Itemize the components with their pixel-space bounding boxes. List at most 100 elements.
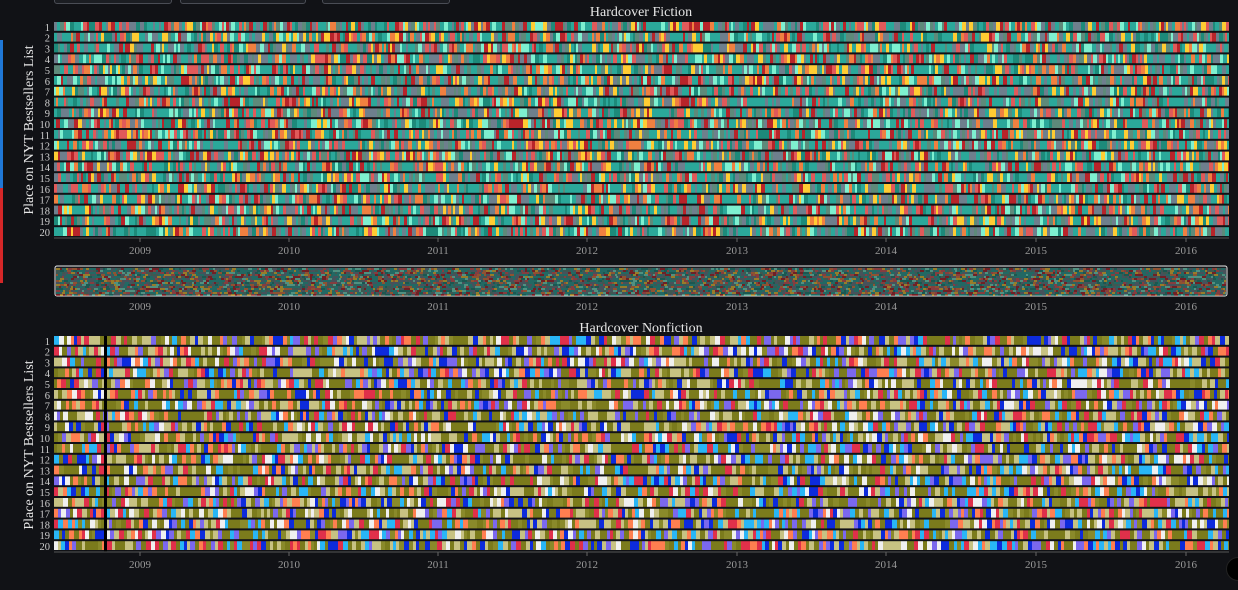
heatmap-cell <box>868 54 871 64</box>
heatmap-cell <box>1163 76 1167 85</box>
heatmap-cell <box>1167 140 1171 150</box>
heatmap-cell <box>68 65 70 74</box>
heatmap-cell <box>1227 86 1229 96</box>
heatmap-cell <box>756 130 758 139</box>
heatmap-cell <box>980 119 983 128</box>
heatmap-cell <box>1194 108 1196 118</box>
heatmap-cell <box>567 108 569 118</box>
heatmap-cell <box>548 65 552 74</box>
heatmap-cell <box>726 108 730 118</box>
control-button-3[interactable] <box>322 0 450 4</box>
heatmap-cell <box>830 76 832 85</box>
heatmap-cell <box>944 140 948 150</box>
heatmap-cell <box>990 76 992 85</box>
heatmap-cell <box>704 119 708 128</box>
heatmap-cell <box>206 130 208 139</box>
heatmap-cell <box>199 119 201 128</box>
heatmap-cell <box>977 65 981 74</box>
heatmap-cell <box>1157 65 1160 74</box>
heatmap-cell <box>411 76 415 85</box>
heatmap-cell <box>1041 97 1045 107</box>
heatmap-cell <box>433 65 436 74</box>
heatmap-cell <box>69 32 71 42</box>
heatmap-cell <box>56 86 59 96</box>
heatmap-cell <box>490 97 492 107</box>
heatmap-cell <box>144 119 147 128</box>
heatmap-cell <box>1049 119 1052 128</box>
heatmap-cell <box>1088 86 1090 96</box>
heatmap-cell <box>849 140 853 150</box>
heatmap-cell <box>1162 43 1166 53</box>
control-button-2[interactable] <box>180 0 306 4</box>
heatmap-cell <box>54 86 56 96</box>
heatmap-cell <box>391 140 395 150</box>
heatmap-cell <box>315 119 317 128</box>
heatmap-cell <box>595 65 597 74</box>
heatmap-cell <box>57 108 61 118</box>
heatmap-cell <box>129 22 133 31</box>
heatmap-cell <box>518 43 521 53</box>
heatmap-cell <box>563 32 565 42</box>
heatmap-cell <box>183 108 187 118</box>
heatmap-cell <box>568 76 570 85</box>
heatmap-cell <box>673 22 676 31</box>
heatmap-cell <box>264 140 266 150</box>
heatmap-cell <box>124 76 127 85</box>
heatmap-cell <box>648 22 652 31</box>
heatmap-cell <box>1112 130 1116 139</box>
heatmap-cell <box>910 140 913 150</box>
heatmap-cell <box>364 22 368 31</box>
heatmap-cell <box>791 151 794 161</box>
heatmap-cell <box>539 140 543 150</box>
heatmap-cell <box>527 22 529 31</box>
heatmap-cell <box>254 119 257 128</box>
heatmap-cell <box>1143 86 1146 96</box>
heatmap-cell <box>544 65 548 74</box>
heatmap-cell <box>255 32 258 42</box>
heatmap-cell <box>408 140 412 150</box>
heatmap-cell <box>502 32 506 42</box>
heatmap-cell <box>493 43 497 53</box>
heatmap-cell <box>859 86 861 96</box>
heatmap-cell <box>1174 86 1178 96</box>
heatmap-cell <box>992 43 994 53</box>
heatmap-cell <box>813 119 815 128</box>
heatmap-cell <box>1099 22 1101 31</box>
heatmap-cell <box>885 54 887 64</box>
heatmap-cell <box>736 119 738 128</box>
heatmap-cell <box>819 54 823 64</box>
heatmap-cell <box>458 86 461 96</box>
heatmap-cell <box>1181 119 1185 128</box>
heatmap-cell <box>1088 140 1092 150</box>
heatmap-cell <box>639 32 643 42</box>
heatmap-cell <box>570 65 573 74</box>
heatmap-cell <box>77 97 80 107</box>
heatmap-cell <box>388 43 390 53</box>
heatmap-cell <box>1151 76 1153 85</box>
heatmap-cell <box>1033 54 1037 64</box>
heatmap-cell <box>1155 97 1157 107</box>
heatmap-cell <box>426 151 428 161</box>
heatmap-cell <box>60 54 62 64</box>
heatmap-cell <box>356 108 359 118</box>
heatmap-cell <box>826 65 829 74</box>
heatmap-cell <box>70 22 74 31</box>
heatmap-cell <box>627 130 629 139</box>
heatmap-cell <box>752 108 754 118</box>
heatmap-cell <box>857 140 859 150</box>
heatmap-cell <box>924 22 926 31</box>
heatmap-cell <box>694 22 696 31</box>
heatmap-cell <box>268 130 272 139</box>
heatmap-cell <box>791 130 793 139</box>
heatmap-cell <box>773 151 777 161</box>
heatmap-cell <box>506 119 509 128</box>
heatmap-cell <box>1062 43 1064 53</box>
heatmap-cell <box>1086 65 1088 74</box>
heatmap-cell <box>514 97 518 107</box>
heatmap-cell <box>535 151 537 161</box>
control-button-1[interactable] <box>54 0 172 4</box>
heatmap-cell <box>131 65 133 74</box>
heatmap-cell <box>358 76 360 85</box>
heatmap-cell <box>409 65 411 74</box>
heatmap-cell <box>1148 32 1151 42</box>
